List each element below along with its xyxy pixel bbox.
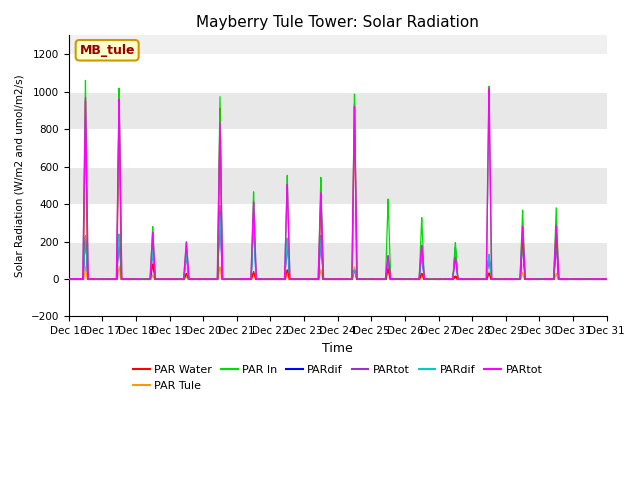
Bar [68, 54, 607, 92]
Y-axis label: Solar Radiation (W/m2 and umol/m2/s): Solar Radiation (W/m2 and umol/m2/s) [15, 74, 25, 277]
Bar [68, 129, 607, 167]
Bar [68, 167, 607, 204]
Bar [68, 92, 607, 129]
Bar [68, 241, 607, 279]
Bar [68, 204, 607, 241]
Text: MB_tule: MB_tule [79, 44, 135, 57]
X-axis label: Time: Time [323, 342, 353, 355]
Bar [68, 279, 607, 316]
Title: Mayberry Tule Tower: Solar Radiation: Mayberry Tule Tower: Solar Radiation [196, 15, 479, 30]
Legend: PAR Water, PAR Tule, PAR In, PARdif, PARtot, PARdif, PARtot: PAR Water, PAR Tule, PAR In, PARdif, PAR… [129, 361, 547, 395]
